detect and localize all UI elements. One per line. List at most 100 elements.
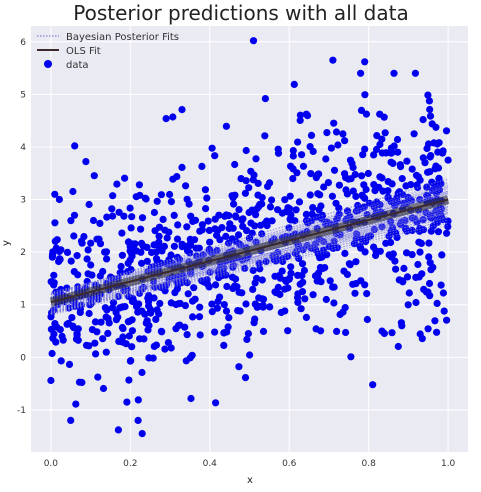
- data-point: [347, 353, 355, 361]
- data-point: [88, 271, 96, 279]
- data-point: [140, 335, 148, 343]
- data-point: [349, 163, 357, 172]
- x-axis-label: x: [247, 475, 253, 486]
- x-tick-label: 0.8: [362, 459, 377, 469]
- data-point: [341, 137, 349, 145]
- data-point: [167, 299, 175, 307]
- data-point: [55, 195, 64, 204]
- data-point: [206, 238, 214, 246]
- data-point: [428, 120, 436, 128]
- data-point: [214, 268, 222, 276]
- data-point: [416, 330, 424, 338]
- data-point: [244, 330, 252, 338]
- data-point: [298, 151, 306, 159]
- data-point: [389, 250, 397, 258]
- data-point: [70, 211, 79, 219]
- data-point: [51, 190, 59, 198]
- data-point: [257, 221, 265, 229]
- data-point: [287, 263, 295, 271]
- data-point: [392, 265, 400, 273]
- data-point: [96, 219, 104, 227]
- data-point: [352, 207, 360, 215]
- y-tick-label: 2: [20, 248, 26, 258]
- data-point: [121, 174, 129, 182]
- data-point: [123, 398, 131, 406]
- data-point: [201, 186, 209, 194]
- data-point: [252, 155, 260, 163]
- data-point: [242, 300, 250, 308]
- data-point: [119, 303, 127, 311]
- data-point: [289, 147, 297, 155]
- data-point: [128, 343, 136, 351]
- data-point: [155, 238, 163, 246]
- data-point: [185, 200, 193, 208]
- x-tick-label: 0.2: [123, 459, 137, 469]
- data-point: [429, 263, 437, 271]
- data-point: [128, 250, 136, 258]
- data-point: [358, 172, 366, 180]
- data-point: [128, 327, 136, 335]
- posterior-fit-line: [50, 206, 449, 298]
- posterior-fit-line: [50, 208, 449, 300]
- x-tick-label: 1.0: [441, 459, 456, 469]
- data-point: [336, 310, 344, 319]
- data-point: [376, 140, 384, 149]
- data-point: [327, 144, 335, 152]
- data-point: [330, 283, 338, 291]
- data-point: [429, 222, 437, 230]
- data-point: [218, 224, 226, 232]
- data-point: [333, 327, 341, 335]
- data-point: [214, 297, 222, 305]
- data-point: [50, 271, 58, 279]
- data-point: [425, 97, 433, 105]
- data-point: [183, 223, 191, 231]
- data-point: [410, 130, 418, 138]
- data-point: [278, 209, 286, 217]
- ols-fit-line: [50, 198, 449, 304]
- data-point: [361, 91, 369, 99]
- data-point: [143, 257, 151, 265]
- data-point: [414, 260, 422, 269]
- data-point: [309, 291, 317, 299]
- data-point: [359, 193, 367, 201]
- data-point: [266, 303, 274, 311]
- data-point: [298, 260, 307, 268]
- data-point: [195, 313, 204, 321]
- data-point: [299, 162, 308, 170]
- data-point: [236, 307, 244, 315]
- y-tick-label: 3: [20, 196, 26, 206]
- data-point: [419, 226, 428, 234]
- data-point: [134, 396, 142, 404]
- posterior-fit-line: [50, 219, 449, 314]
- data-point: [80, 233, 88, 241]
- data-point: [389, 159, 397, 167]
- data-point: [82, 158, 90, 166]
- data-point: [294, 271, 302, 279]
- data-point: [51, 320, 59, 328]
- data-point: [222, 307, 231, 315]
- data-point: [169, 113, 177, 121]
- data-point: [48, 349, 56, 358]
- data-point: [115, 337, 123, 345]
- data-point: [341, 249, 349, 257]
- data-point: [231, 282, 239, 290]
- data-point: [271, 288, 279, 296]
- data-point: [314, 190, 322, 198]
- data-point: [278, 267, 286, 275]
- data-point: [329, 56, 337, 64]
- data-point: [297, 305, 305, 313]
- x-tick-label: 0.0: [44, 459, 59, 469]
- data-point: [109, 299, 118, 307]
- data-point: [292, 206, 300, 214]
- data-point: [103, 213, 111, 221]
- data-point: [302, 313, 310, 321]
- data-point: [126, 204, 134, 212]
- data-point: [118, 229, 126, 237]
- y-tick-label: 4: [20, 143, 26, 153]
- data-point: [160, 242, 168, 250]
- data-point: [424, 168, 432, 176]
- data-point: [411, 69, 419, 77]
- data-point: [334, 141, 342, 149]
- data-point: [166, 190, 174, 199]
